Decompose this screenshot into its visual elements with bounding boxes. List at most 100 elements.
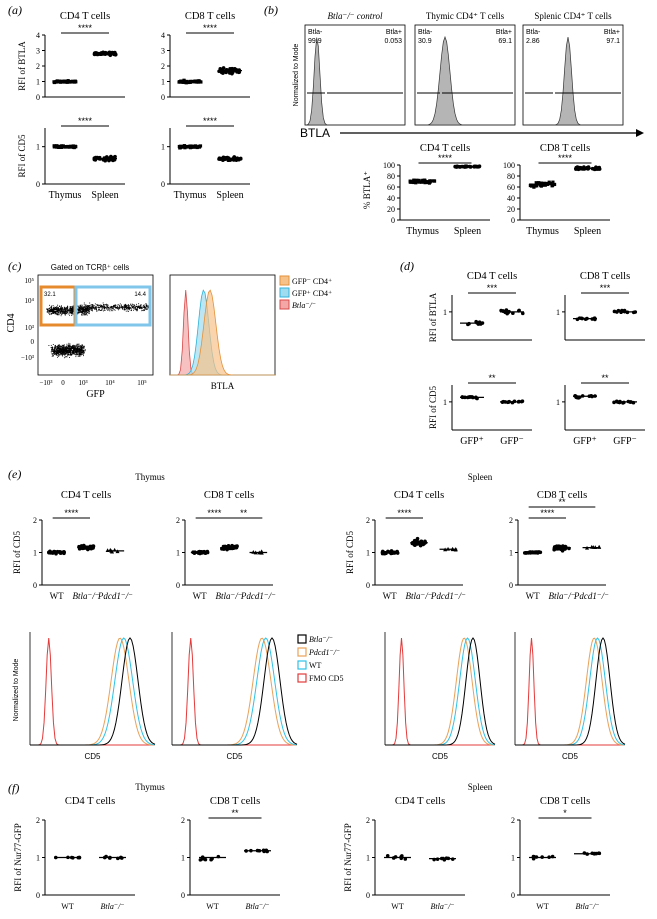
flow-event	[76, 345, 78, 347]
flow-event	[81, 348, 82, 349]
data-point	[574, 165, 579, 170]
flow-event	[126, 306, 128, 308]
cd5-curve	[515, 637, 626, 746]
legend-swatch	[279, 275, 290, 286]
flow-event	[54, 310, 56, 312]
flow-event	[71, 313, 73, 314]
y-tick-label: 4	[36, 31, 40, 40]
flow-event	[66, 309, 68, 311]
flow-event	[117, 307, 119, 308]
data-point	[65, 80, 69, 84]
flow-event	[139, 306, 141, 308]
flow-event	[57, 354, 59, 356]
flow-event	[58, 310, 60, 312]
flow-event	[82, 310, 84, 312]
flow-event	[123, 305, 125, 307]
flow-event	[73, 348, 75, 349]
y-tick-label: 0	[366, 891, 370, 900]
y-tick-label: 2	[33, 516, 37, 525]
flow-event	[80, 355, 82, 357]
btla-overlay-x-label: BTLA	[211, 381, 235, 391]
flow-event	[133, 306, 135, 308]
flow-event	[83, 306, 85, 308]
flow-event	[63, 357, 65, 359]
flow-event	[51, 355, 53, 357]
flow-event	[104, 305, 106, 307]
flow-event	[64, 349, 66, 351]
flow-event	[88, 311, 90, 313]
flow-event	[120, 305, 122, 307]
flow-event	[96, 309, 97, 311]
flow-event	[71, 350, 73, 352]
flow-event	[61, 344, 63, 346]
flow-event	[109, 307, 111, 309]
flow-event	[69, 311, 71, 313]
data-point	[540, 183, 544, 187]
section-spleen: Spleen	[468, 472, 493, 482]
flow-event	[72, 307, 74, 309]
x-category-label: Btla⁻/⁻	[73, 591, 100, 601]
flow-event	[144, 308, 146, 310]
y-tick-label: 2	[509, 516, 513, 525]
y-tick-label: 0	[181, 891, 185, 900]
flow-event	[74, 347, 75, 349]
flow-event	[50, 312, 52, 314]
flow-event	[56, 308, 58, 310]
flow-event	[51, 306, 52, 308]
flow-event	[69, 353, 71, 355]
data-point	[237, 70, 241, 75]
flow-y-tick: 10⁴	[25, 297, 35, 305]
flow-event	[65, 309, 67, 310]
flow-event	[89, 304, 91, 306]
flow-event	[77, 351, 79, 353]
flow-event	[119, 308, 121, 310]
legend-swatch	[297, 660, 307, 670]
flow-event	[137, 306, 138, 308]
flow-event	[70, 347, 72, 349]
flow-event	[94, 303, 96, 305]
flow-event	[52, 355, 54, 357]
y-tick-label: 40	[507, 194, 515, 203]
flow-event	[145, 303, 147, 305]
flow-event	[112, 310, 114, 312]
x-category-label: Pdcd1⁻/⁻	[97, 591, 133, 601]
flow-event	[59, 345, 61, 347]
flow-event	[66, 347, 68, 349]
x-category-label: WT	[536, 902, 549, 911]
flow-event	[50, 311, 52, 313]
cd5-x-label: CD5	[226, 752, 243, 761]
flow-event	[146, 305, 148, 306]
flow-event	[80, 348, 82, 350]
flow-event	[54, 351, 56, 353]
flow-event	[116, 306, 118, 308]
flow-event	[83, 346, 85, 348]
flow-event	[62, 310, 63, 312]
x-category-label: Pdcd1⁻/⁻	[240, 591, 276, 601]
significance-label: **	[601, 373, 609, 383]
flow-event	[49, 308, 51, 309]
flow-event	[54, 308, 56, 310]
flow-event	[143, 306, 145, 308]
flow-event	[79, 310, 81, 312]
flow-event	[78, 351, 80, 353]
legend-swatch	[279, 299, 290, 310]
flow-event	[85, 314, 87, 315]
flow-event	[51, 348, 53, 350]
legend-label: WT	[309, 661, 322, 670]
flow-event	[54, 312, 56, 314]
flow-event	[103, 307, 105, 309]
flow-event	[125, 306, 127, 308]
flow-event	[48, 310, 50, 312]
flow-event	[52, 311, 54, 313]
legend-label: FMO CD5	[309, 674, 343, 683]
flow-event	[72, 313, 74, 315]
flow-event	[71, 352, 73, 354]
flow-event	[55, 308, 57, 310]
flow-event	[78, 349, 80, 351]
flow-event	[48, 309, 50, 311]
flow-event	[67, 347, 68, 349]
flow-event	[66, 352, 68, 354]
flow-event	[68, 309, 70, 311]
flow-event	[56, 352, 58, 354]
